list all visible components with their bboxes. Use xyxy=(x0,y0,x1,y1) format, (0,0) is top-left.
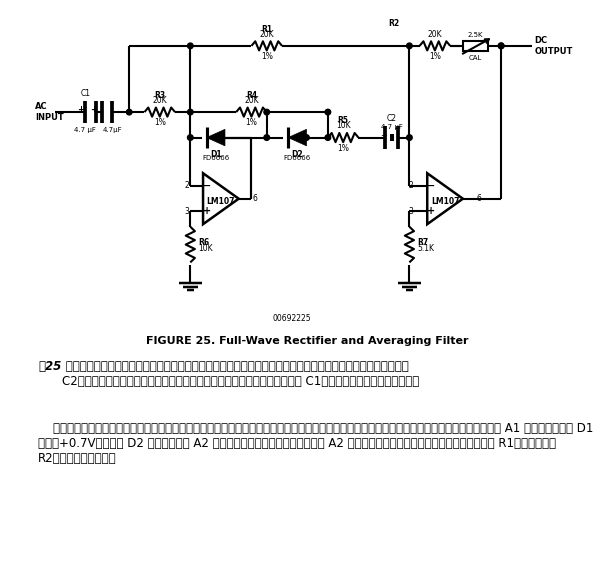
Text: +: + xyxy=(381,131,387,139)
Text: 10K: 10K xyxy=(198,244,213,253)
Text: −: − xyxy=(427,180,435,191)
Text: 3: 3 xyxy=(408,207,413,216)
Text: CAL: CAL xyxy=(469,55,482,61)
Circle shape xyxy=(498,43,504,49)
Circle shape xyxy=(264,135,269,140)
Text: FD6666: FD6666 xyxy=(284,155,311,162)
Text: +: + xyxy=(427,206,435,216)
Text: 1%: 1% xyxy=(337,144,349,152)
Text: 20K: 20K xyxy=(427,30,442,39)
Text: 1%: 1% xyxy=(429,52,441,61)
Text: R6: R6 xyxy=(198,238,209,247)
Text: 4.7μF: 4.7μF xyxy=(103,127,122,134)
Circle shape xyxy=(304,135,309,140)
Text: R5: R5 xyxy=(338,116,349,126)
Text: 为了理解电路原理，下面将从信号路径入手，先分析输入电压小于零的情况，再分析输入电压大于零的情况。对于小于零的输入电压信号，放大器 A1 的输出被二极管 D1 算: 为了理解电路原理，下面将从信号路径入手，先分析输入电压小于零的情况，再分析输入电… xyxy=(38,423,593,465)
Text: FD6666: FD6666 xyxy=(202,155,229,162)
Text: 是一个平均值输出，有效值刻度的交流电压表头放大电路。它由一个整流器和一个平均值滤波器构成。如果去掉 C2，电路就不再具有平均值滤波功能，只是一个精密全波整流器，: 是一个平均值输出，有效值刻度的交流电压表头放大电路。它由一个整流器和一个平均值滤… xyxy=(62,360,419,388)
Text: R1: R1 xyxy=(261,25,272,34)
Circle shape xyxy=(126,109,132,115)
Text: 20K: 20K xyxy=(260,30,274,39)
Text: 20K: 20K xyxy=(244,96,259,105)
Text: +: + xyxy=(203,206,211,216)
Text: 1%: 1% xyxy=(245,118,258,127)
Text: 00692225: 00692225 xyxy=(273,314,312,323)
Circle shape xyxy=(407,135,412,140)
Circle shape xyxy=(188,135,193,140)
Circle shape xyxy=(325,135,331,140)
Circle shape xyxy=(188,43,193,49)
Text: 4.7 μF: 4.7 μF xyxy=(381,124,402,130)
Text: 1%: 1% xyxy=(154,118,165,127)
Text: 1%: 1% xyxy=(261,52,272,61)
Circle shape xyxy=(325,109,331,115)
Text: R2: R2 xyxy=(389,19,400,28)
Text: C1: C1 xyxy=(81,89,91,98)
Polygon shape xyxy=(207,129,225,146)
Circle shape xyxy=(188,109,193,115)
Text: R4: R4 xyxy=(246,91,257,100)
Text: R7: R7 xyxy=(417,238,428,247)
Text: 20K: 20K xyxy=(153,96,167,105)
Polygon shape xyxy=(288,129,306,146)
Text: +: + xyxy=(90,105,97,114)
Text: LM107: LM107 xyxy=(431,197,459,206)
Text: 10K: 10K xyxy=(336,122,351,130)
Text: 4.7 μF: 4.7 μF xyxy=(74,127,96,134)
Text: FIGURE 25. Full-Wave Rectifier and Averaging Filter: FIGURE 25. Full-Wave Rectifier and Avera… xyxy=(146,336,468,346)
Text: 2: 2 xyxy=(184,182,189,191)
Text: 2.5K: 2.5K xyxy=(468,32,483,38)
Text: D2: D2 xyxy=(292,150,303,159)
Text: 5.1K: 5.1K xyxy=(417,244,434,253)
Text: AC
INPUT: AC INPUT xyxy=(35,102,64,122)
Text: C2: C2 xyxy=(387,114,397,123)
Text: 2: 2 xyxy=(408,182,413,191)
Text: LM107: LM107 xyxy=(207,197,235,206)
Text: −: − xyxy=(203,180,211,191)
Bar xyxy=(463,41,488,51)
Text: +: + xyxy=(77,105,84,114)
Circle shape xyxy=(498,43,504,49)
Circle shape xyxy=(407,43,412,49)
Text: R3: R3 xyxy=(154,91,165,100)
Text: 6: 6 xyxy=(253,194,258,203)
Text: D1: D1 xyxy=(210,150,221,159)
Text: 图25: 图25 xyxy=(38,360,62,373)
Text: 3: 3 xyxy=(184,207,189,216)
Circle shape xyxy=(264,109,269,115)
Text: DC
OUTPUT: DC OUTPUT xyxy=(534,36,573,55)
Text: 6: 6 xyxy=(477,194,482,203)
